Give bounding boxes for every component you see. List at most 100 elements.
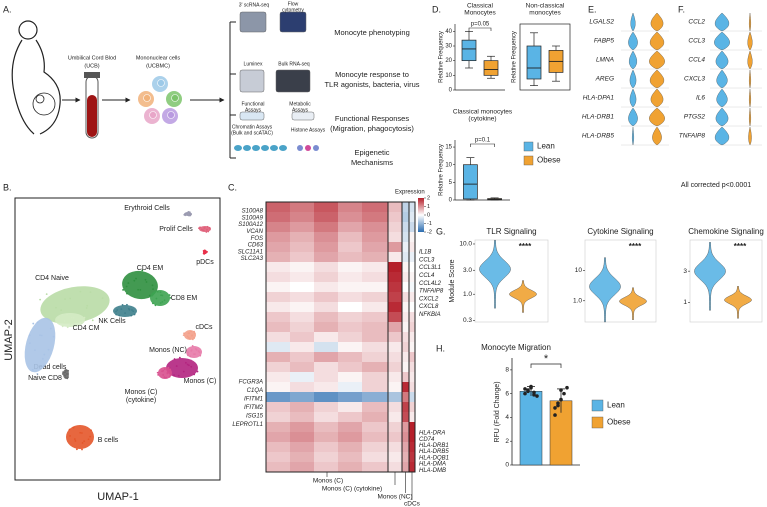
fetus [32, 92, 56, 116]
cluster-cell [169, 368, 172, 371]
histone [297, 145, 303, 151]
heatmap-cell [290, 292, 314, 302]
cluster-cell [168, 294, 171, 296]
heatmap-cell [409, 242, 415, 252]
heatmap-cell [290, 432, 314, 442]
gene-label: AREG [595, 76, 614, 83]
cluster [158, 367, 172, 379]
cluster-cell [159, 291, 162, 294]
heatmap-cell [409, 262, 415, 272]
heatmap-cell [402, 202, 409, 212]
heatmap-cell [402, 382, 409, 392]
cluster-cell [31, 368, 34, 371]
heatmap-cell [362, 392, 388, 402]
cluster-cell [186, 213, 189, 216]
cluster-cell [85, 307, 88, 309]
cluster-cell [64, 298, 66, 300]
data-point [556, 401, 560, 405]
cluster-cell [166, 372, 169, 375]
heatmap-cell [409, 302, 415, 312]
cluster-cell [203, 252, 206, 255]
heatmap-cell [314, 202, 338, 212]
instrument [239, 69, 265, 93]
label: Functional [241, 101, 264, 107]
cluster-cell [163, 368, 166, 370]
label: 3' scRNA-seq [239, 2, 270, 8]
gene-label: NFKBIA [419, 312, 441, 318]
cluster-cell [152, 288, 154, 291]
heatmap-cell [266, 312, 290, 322]
gene-label: IFITM2 [244, 405, 264, 411]
gene-label: HLA-DRB5 [419, 449, 449, 455]
heatmap-cell [290, 212, 314, 222]
heatmap-cell [338, 212, 362, 222]
y-tick-label: 1.0 [573, 297, 582, 304]
cluster-cell [206, 225, 209, 228]
cluster-cell [45, 293, 48, 296]
cluster-cell [63, 374, 66, 377]
y-tick-label: 1 [683, 299, 687, 306]
plot-frame [474, 239, 549, 323]
label: Flow [288, 1, 299, 7]
heatmap-cell [266, 302, 290, 312]
y-tick-label: 10 [445, 162, 452, 168]
heatmap-cell [338, 332, 362, 342]
cluster [24, 317, 56, 373]
heatmap-cell [362, 372, 388, 382]
gene-label: CCL3 [419, 257, 435, 263]
heatmap-cell [314, 272, 338, 282]
group-label: cDCs [404, 501, 421, 507]
note: All corrected p<0.0001 [681, 182, 751, 189]
legend-label: Lean [607, 401, 625, 410]
chromatin [252, 145, 260, 151]
label: Metabolic [289, 101, 311, 107]
heatmap-cell [402, 352, 409, 362]
panel-label: A. [3, 4, 12, 14]
gene-label: FABP5 [594, 38, 614, 45]
cluster-cell [126, 303, 128, 306]
y-tick-label: 3 [683, 268, 687, 275]
histone [313, 145, 319, 151]
axis-label: Relative Frequency [512, 31, 518, 83]
violin [748, 126, 752, 146]
plot-title: Classical [467, 3, 494, 10]
label: Monos (NC) [149, 347, 187, 354]
cluster-cell [87, 438, 90, 441]
heatmap-cell [362, 342, 388, 352]
heatmap-cell [290, 322, 314, 332]
heatmap-cell [402, 362, 409, 372]
heatmap-cell [266, 432, 290, 442]
cluster-cell [66, 377, 69, 380]
cluster-cell [186, 335, 189, 338]
cluster-cell [199, 354, 202, 357]
heatmap-cell [409, 312, 415, 322]
cluster-cell [127, 282, 130, 284]
heatmap-cell [314, 402, 338, 412]
cluster-cell [137, 288, 140, 291]
label: Umbilical Cord Blod [68, 55, 116, 61]
heatmap-cell [402, 422, 409, 432]
cluster-cell [66, 373, 68, 376]
plot-title: Classical monocytes [453, 109, 513, 116]
cluster-cell [43, 353, 46, 356]
heatmap-cell [338, 242, 362, 252]
cluster-cell [190, 213, 192, 216]
heatmap-cell [338, 462, 362, 472]
nucleus [143, 94, 151, 102]
violin [749, 69, 751, 89]
cluster-cell [74, 440, 77, 442]
instrument [239, 11, 267, 33]
cluster-cell [78, 320, 81, 322]
heatmap-cell [409, 332, 415, 342]
cluster-cell [151, 294, 154, 297]
y-tick-label: 2 [505, 438, 509, 445]
cluster-cell [193, 373, 196, 376]
heatmap-cell [290, 342, 314, 352]
heatmap-cell [290, 312, 314, 322]
violin [724, 286, 752, 319]
axis-label: RFU (Fold Change) [494, 381, 501, 442]
data-point [562, 391, 566, 396]
cluster-cell [141, 269, 144, 272]
label: Prolif Cells [159, 226, 193, 233]
heatmap-cell [409, 412, 415, 422]
